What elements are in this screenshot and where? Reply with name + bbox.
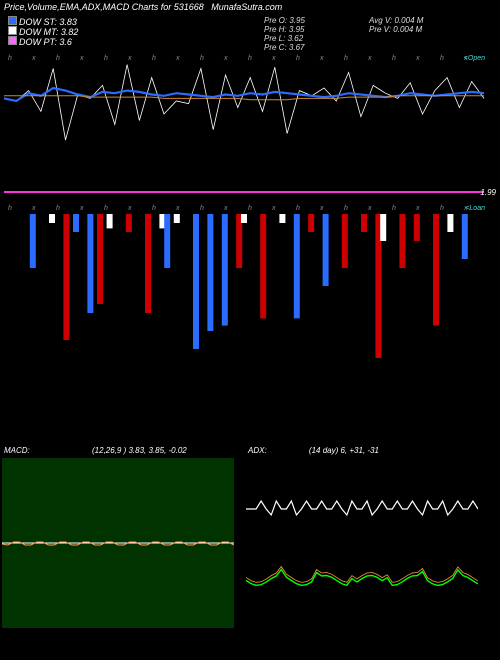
svg-text:h: h	[200, 205, 204, 212]
svg-text:x: x	[223, 55, 228, 62]
svg-text:h: h	[296, 55, 300, 62]
legend: DOW ST: 3.83DOW MT: 3.82DOW PT: 3.6	[8, 16, 78, 46]
svg-text:x: x	[367, 55, 372, 62]
svg-text:h: h	[344, 205, 348, 212]
svg-text:x: x	[319, 205, 324, 212]
svg-text:x: x	[127, 55, 132, 62]
volume-chart: hxhxhxhxhxhxhxhxhxhx<Loan	[0, 200, 500, 400]
svg-text:h: h	[392, 205, 396, 212]
svg-text:h: h	[344, 55, 348, 62]
svg-text:h: h	[56, 55, 60, 62]
stats-ohlc: Pre O: 3.95Pre H: 3.95Pre L: 3.62Pre C: …	[264, 16, 305, 52]
svg-text:x: x	[415, 205, 420, 212]
stat-row: Pre O: 3.95	[264, 16, 305, 25]
svg-text:x: x	[127, 205, 132, 212]
svg-text:x: x	[79, 55, 84, 62]
svg-text:h: h	[56, 205, 60, 212]
svg-text:h: h	[440, 205, 444, 212]
svg-text:h: h	[152, 55, 156, 62]
svg-text:h: h	[440, 55, 444, 62]
svg-text:h: h	[248, 55, 252, 62]
svg-text:<Open: <Open	[464, 55, 485, 62]
stat-row: Pre V: 0.004 M	[369, 25, 423, 34]
price-chart: hxhxhxhxhxhxhxhxhxhx<Open1.99	[0, 50, 500, 200]
svg-text:x: x	[31, 205, 36, 212]
svg-text:h: h	[296, 205, 300, 212]
legend-swatch	[8, 36, 17, 45]
page-title: Price,Volume,EMA,ADX,MACD Charts for 531…	[4, 2, 282, 12]
macd-chart	[2, 458, 234, 628]
legend-swatch	[8, 16, 17, 25]
svg-text:x: x	[271, 55, 276, 62]
svg-text:x: x	[319, 55, 324, 62]
svg-text:h: h	[248, 205, 252, 212]
legend-row: DOW ST: 3.83	[8, 16, 78, 26]
svg-text:<Loan: <Loan	[465, 205, 485, 212]
stat-row: Pre H: 3.95	[264, 25, 305, 34]
legend-row: DOW PT: 3.6	[8, 36, 78, 46]
svg-text:x: x	[175, 205, 180, 212]
svg-text:x: x	[415, 55, 420, 62]
svg-text:h: h	[8, 55, 12, 62]
svg-text:x: x	[175, 55, 180, 62]
svg-text:h: h	[104, 55, 108, 62]
legend-row: DOW MT: 3.82	[8, 26, 78, 36]
svg-text:x: x	[79, 205, 84, 212]
svg-text:h: h	[104, 205, 108, 212]
svg-text:1.99: 1.99	[480, 188, 496, 197]
header: Price,Volume,EMA,ADX,MACD Charts for 531…	[4, 2, 496, 42]
stats-volume: Avg V: 0.004 MPre V: 0.004 M	[369, 16, 423, 34]
adx-label: ADX: (14 day) 6, +31, -31	[248, 446, 379, 455]
svg-text:h: h	[200, 55, 204, 62]
legend-swatch	[8, 26, 17, 35]
stat-row: Pre L: 3.62	[264, 34, 305, 43]
stat-row: Avg V: 0.004 M	[369, 16, 423, 25]
svg-text:x: x	[223, 205, 228, 212]
adx-chart	[246, 458, 478, 628]
macd-label: MACD: (12,26,9 ) 3.83, 3.85, -0.02	[4, 446, 187, 455]
svg-text:x: x	[367, 205, 372, 212]
svg-text:x: x	[31, 55, 36, 62]
svg-text:x: x	[271, 205, 276, 212]
svg-text:h: h	[8, 205, 12, 212]
svg-text:h: h	[392, 55, 396, 62]
svg-text:h: h	[152, 205, 156, 212]
